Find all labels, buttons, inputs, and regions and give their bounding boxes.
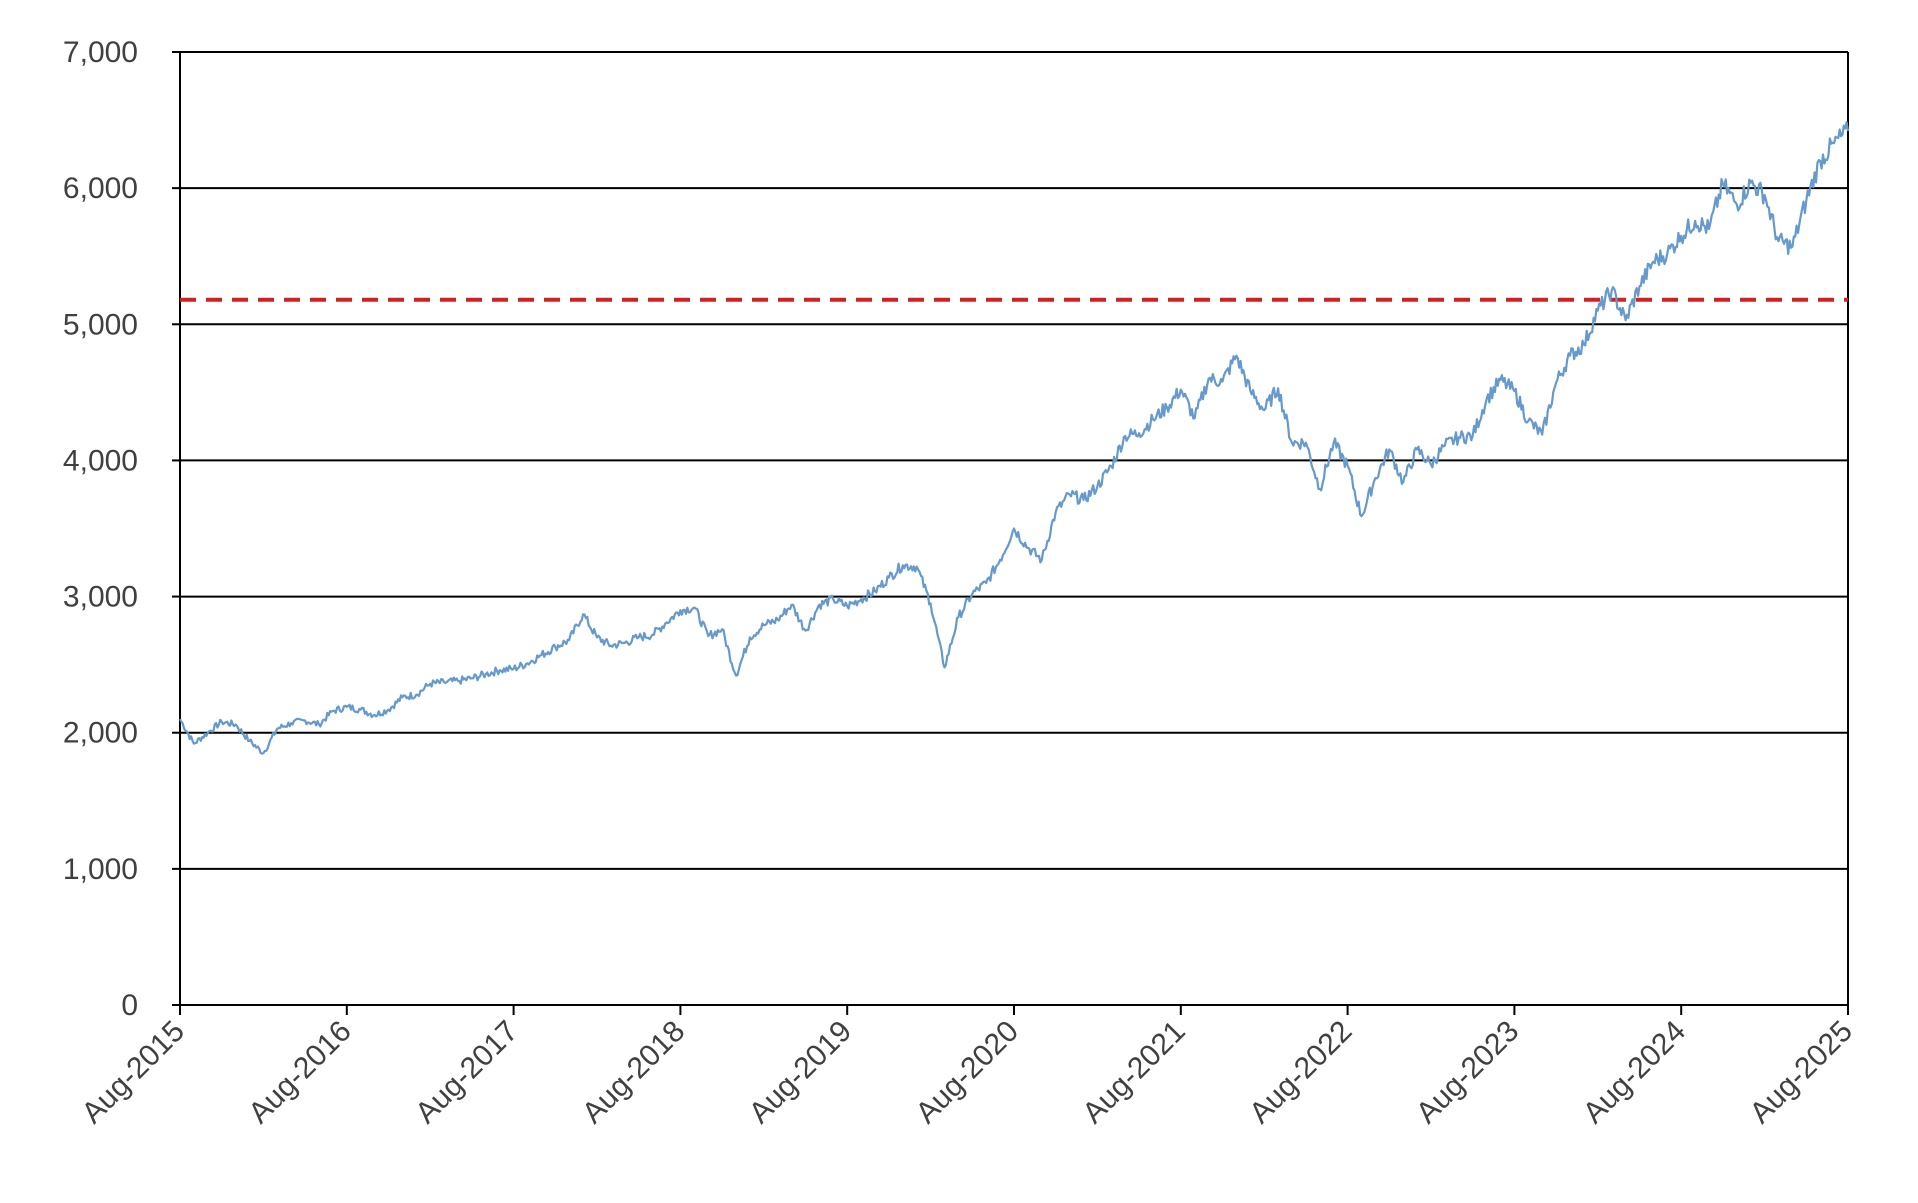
gridlines: [180, 51, 1848, 870]
x-tick-label: Aug-2019: [743, 1015, 858, 1130]
x-tick-label: Aug-2015: [76, 1015, 191, 1130]
y-tick-label: 1,000: [63, 853, 138, 886]
x-tick-label: Aug-2020: [910, 1015, 1025, 1130]
x-axis-tick-labels: Aug-2015 Aug-2016 Aug-2017 Aug-2018 Aug-2019…: [76, 1015, 1859, 1130]
x-tick-label: Aug-2021: [1076, 1015, 1191, 1130]
series-line: [179, 121, 1850, 755]
y-tick-label: 4,000: [63, 444, 138, 477]
y-tick-label: 0: [121, 989, 138, 1022]
series-layer: [179, 121, 1850, 755]
y-tick-label: 3,000: [63, 581, 138, 614]
x-tick-label: Aug-2018: [576, 1015, 691, 1130]
x-tick-label: Aug-2022: [1243, 1015, 1358, 1130]
y-axis-tick-labels: 0 1,000 2,000 3,000 4,000 5,000 6,000 7,000: [63, 36, 138, 1022]
x-tick-label: Aug-2025: [1744, 1015, 1859, 1130]
x-tick-label: Aug-2024: [1577, 1015, 1692, 1130]
y-tick-label: 2,000: [63, 717, 138, 750]
x-tick-label: Aug-2023: [1410, 1015, 1525, 1130]
x-tick-label: Aug-2017: [409, 1015, 524, 1130]
x-tick-label: Aug-2016: [242, 1015, 357, 1130]
axes: [172, 51, 1849, 1015]
y-tick-label: 5,000: [63, 308, 138, 341]
y-tick-label: 6,000: [63, 172, 138, 205]
y-tick-label: 7,000: [63, 36, 138, 69]
